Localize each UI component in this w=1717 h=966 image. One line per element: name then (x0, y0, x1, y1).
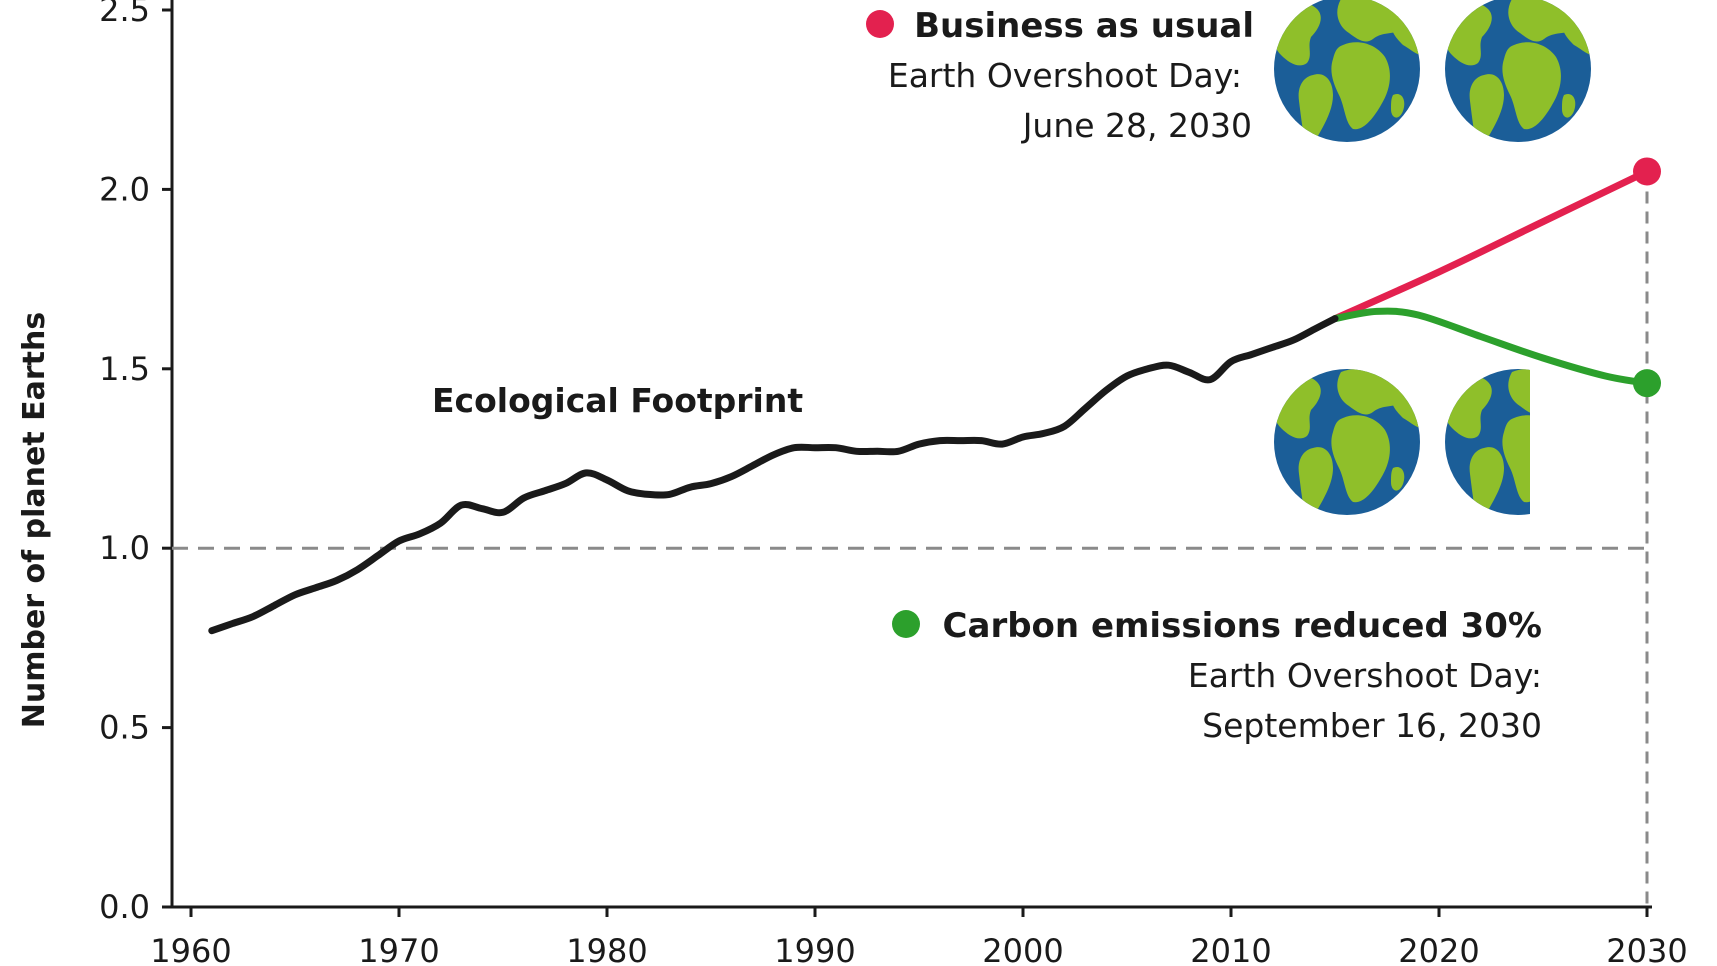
earth-globe-icon (1441, 0, 1598, 149)
x-tick-label: 2000 (982, 932, 1063, 966)
y-tick-label: 2.0 (99, 170, 150, 208)
x-tick-label: 2010 (1190, 932, 1271, 966)
reduced-emissions-line (1331, 307, 1651, 387)
reduced-legend-line1: Earth Overshoot Day: (1188, 656, 1542, 695)
endpoints-group (1633, 157, 1661, 398)
x-ticks: 1960 1970 1980 1990 2000 2010 2020 2030 (150, 907, 1688, 966)
bau-legend-line1: Earth Overshoot Day: (888, 56, 1242, 95)
bau-legend-title: Business as usual (914, 6, 1254, 46)
y-tick-label: 1.0 (99, 529, 150, 567)
x-tick-label: 2020 (1398, 932, 1479, 966)
y-tick-label: 0.5 (99, 709, 150, 747)
footprint-label: Ecological Footprint (432, 381, 803, 420)
y-axis-label: Number of planet Earths (17, 312, 52, 728)
reduced-emissions-endpoint (1633, 369, 1661, 398)
x-tick-label: 1970 (358, 932, 439, 966)
business-as-usual-endpoint (1633, 157, 1661, 186)
bau-earths (1270, 0, 1598, 149)
ecological-footprint-line (208, 315, 1339, 635)
bau-legend-line2: June 28, 2030 (1021, 106, 1252, 145)
y-tick-label: 2.5 (99, 0, 150, 29)
bau-legend: Business as usual Earth Overshoot Day: J… (866, 6, 1254, 145)
half-earth-globe-icon (1441, 369, 1598, 522)
earth-globe-icon (1270, 369, 1427, 522)
reduced-earths (1270, 369, 1598, 522)
y-tick-label: 1.5 (99, 350, 150, 388)
x-tick-label: 2030 (1606, 932, 1687, 966)
reduced-legend-line2: September 16, 2030 (1202, 706, 1542, 745)
earth-globe-icon (1270, 0, 1427, 149)
axes: 0.0 0.5 1.0 1.5 2.0 2.5 1960 1970 1980 1990 2000 2… (99, 0, 1688, 966)
reduced-legend-title: Carbon emissions reduced 30% (943, 606, 1542, 646)
reduced-legend: Carbon emissions reduced 30% Earth Overs… (892, 606, 1542, 745)
y-tick-label: 0.0 (99, 888, 150, 926)
x-tick-label: 1990 (774, 932, 855, 966)
bau-legend-dot (866, 10, 894, 38)
x-tick-label: 1980 (566, 932, 647, 966)
business-as-usual-line (1331, 168, 1651, 323)
reduced-legend-dot (892, 610, 920, 638)
series-group (208, 168, 1651, 635)
x-tick-label: 1960 (150, 932, 231, 966)
y-ticks: 0.0 0.5 1.0 1.5 2.0 2.5 (99, 0, 172, 926)
